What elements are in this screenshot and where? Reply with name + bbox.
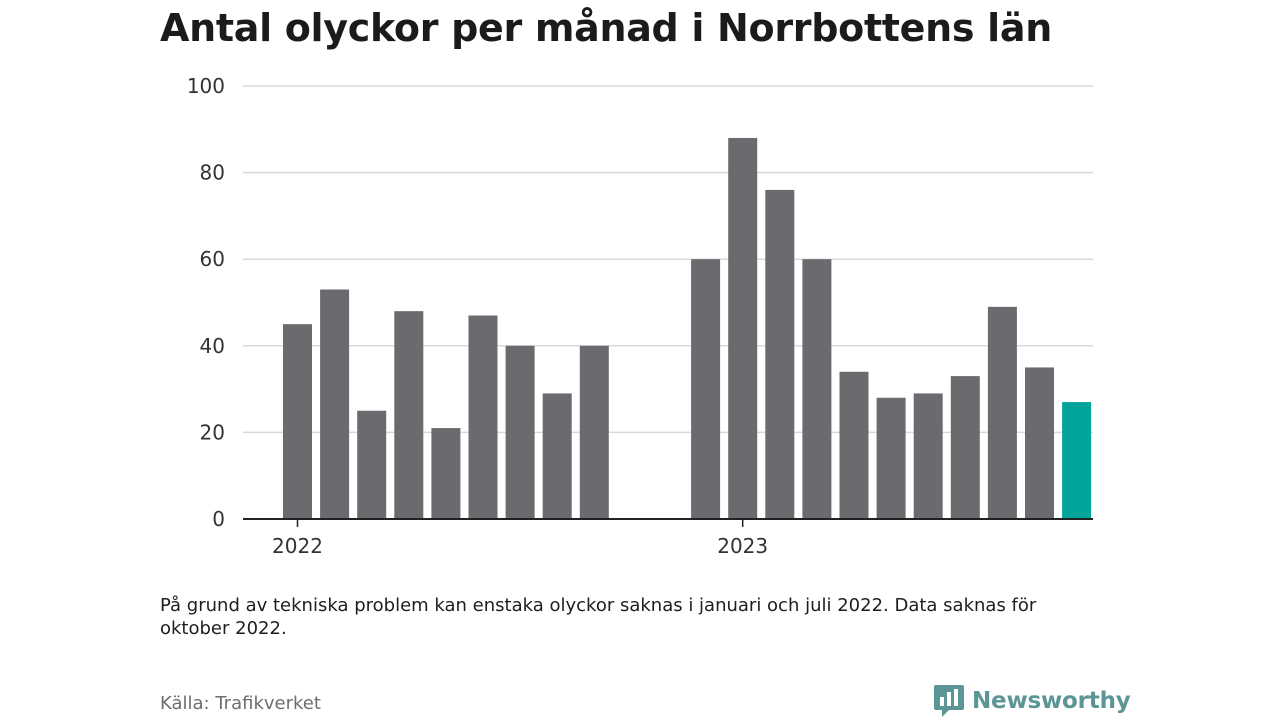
bar-2022-07 [505, 345, 535, 519]
brand-name: Newsworthy [972, 688, 1131, 714]
bar-2022-01 [283, 324, 312, 519]
newsworthy-logo[interactable]: Newsworthy [933, 684, 1131, 718]
y-tick-label: 60 [200, 247, 225, 271]
bar-2022-09 [579, 345, 609, 519]
bar-2023-10 [1062, 402, 1092, 519]
x-tick-label: 2023 [717, 534, 768, 558]
newsworthy-logo-icon [934, 685, 964, 717]
bars [283, 137, 1092, 520]
bar-2023-09 [1025, 367, 1054, 519]
bar-2023-04 [839, 371, 869, 519]
bar-2023-01 [728, 137, 758, 519]
y-tick-label: 0 [212, 507, 225, 531]
bar-2022-04 [394, 311, 424, 519]
bar-2022-05 [431, 428, 461, 519]
y-tick-label: 20 [200, 420, 225, 444]
x-tick-label: 2022 [272, 534, 323, 558]
y-tick-label: 100 [187, 74, 225, 98]
bar-2022-08 [542, 393, 572, 519]
footnote: På grund av tekniska problem kan enstaka… [160, 595, 1037, 639]
bar-2022-03 [357, 410, 387, 519]
y-tick-label: 40 [200, 334, 225, 358]
chart-title: Antal olyckor per månad i Norrbottens lä… [160, 6, 1052, 50]
bar-2023-02 [765, 189, 795, 520]
y-tick-label: 80 [200, 161, 225, 185]
bar-2023-06 [913, 393, 943, 519]
bar-2023-03 [802, 259, 832, 519]
bar-2023-05 [876, 397, 906, 519]
bar-2022-02 [320, 289, 350, 519]
bar-2023-07 [950, 376, 980, 519]
bar-2023-08 [987, 306, 1017, 519]
y-axis: 0 20 40 60 80 100 [187, 74, 225, 531]
bar-2022-06 [468, 315, 498, 519]
source-credit: Källa: Trafikverket [160, 693, 321, 714]
x-axis: 2022 2023 [243, 518, 1093, 558]
bar-2022-12 [691, 259, 721, 519]
